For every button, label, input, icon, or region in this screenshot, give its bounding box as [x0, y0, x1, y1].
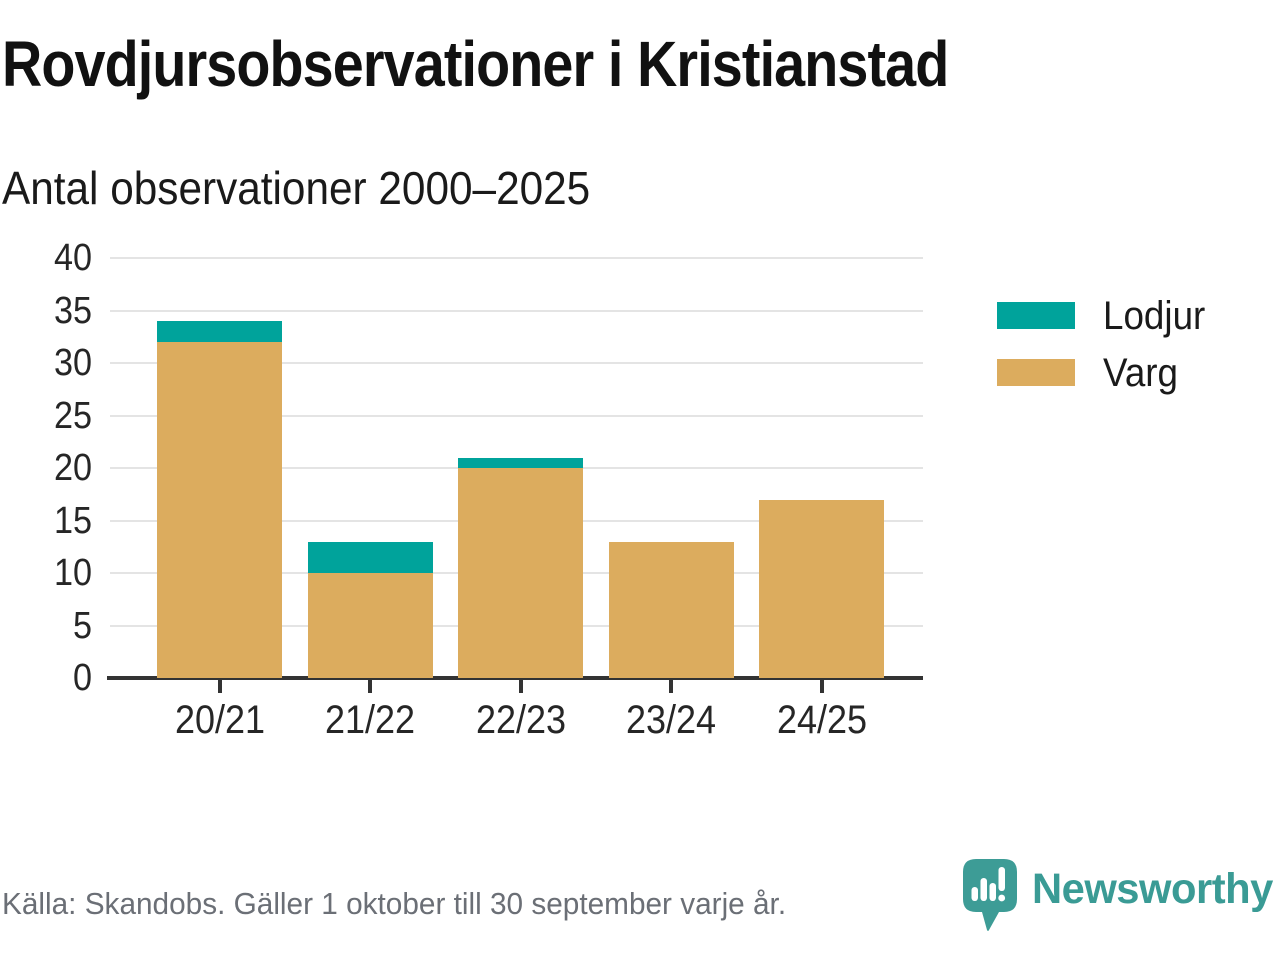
gridline — [110, 257, 923, 259]
y-axis-tick-label: 35 — [53, 289, 92, 332]
bar-segment-lodjur — [307, 541, 433, 573]
y-axis-tick-label: 30 — [53, 342, 92, 384]
y-axis-tick-label: 10 — [53, 552, 92, 594]
source-note: Källa: Skandobs. Gäller 1 oktober till 3… — [2, 886, 787, 921]
x-axis-tick — [669, 680, 673, 693]
newsworthy-icon — [963, 859, 1017, 931]
legend-label-lodjur: Lodjur — [1103, 293, 1206, 338]
gridline — [110, 309, 923, 312]
x-axis-tick — [819, 680, 824, 693]
x-axis-tick-label: 22/23 — [475, 698, 566, 742]
y-axis-tick-label: 15 — [53, 499, 92, 542]
newsworthy-logo: Newsworthy — [962, 858, 1280, 936]
legend-item-lodjur: Lodjur — [997, 296, 1214, 336]
y-axis-tick-label: 40 — [53, 237, 92, 279]
x-axis-tick-label: 21/22 — [324, 698, 416, 742]
bar-segment-varg — [307, 573, 433, 678]
bar-segment-varg — [157, 342, 282, 678]
y-axis-tick-label: 20 — [53, 447, 92, 489]
newsworthy-wordmark: Newsworthy — [1032, 865, 1273, 913]
legend-item-varg: Varg — [997, 353, 1214, 393]
legend-label-varg: Varg — [1103, 350, 1179, 395]
gridline — [110, 414, 923, 417]
x-axis-tick — [217, 680, 222, 693]
bar-segment-varg — [759, 499, 884, 678]
gridline — [110, 362, 923, 364]
x-axis-tick-label: 20/21 — [174, 698, 265, 742]
y-axis-tick-label: 25 — [53, 394, 92, 437]
bar-segment-varg — [458, 468, 583, 678]
legend-swatch-lodjur — [997, 302, 1075, 329]
y-axis-tick-label: 0 — [72, 657, 92, 699]
chart-subtitle: Antal observationer 2000–2025 — [2, 162, 591, 214]
x-axis-tick — [518, 680, 523, 693]
x-axis-tick-label: 23/24 — [625, 698, 717, 742]
x-axis-line — [107, 676, 923, 680]
x-axis-tick-label: 24/25 — [776, 698, 867, 742]
x-axis-tick — [368, 680, 372, 693]
plot-area: 0 5 10 15 20 25 30 35 40 20/21 21/22 22/23 23/24 24/2… — [54, 239, 923, 742]
legend-swatch-varg — [997, 359, 1075, 386]
legend: Lodjur Varg — [997, 296, 1214, 416]
y-axis-tick-label: 5 — [72, 604, 92, 647]
bar-segment-varg — [608, 541, 734, 678]
bar-segment-lodjur — [157, 321, 282, 342]
chart-title: Rovdjursobservationer i Kristianstad — [2, 28, 949, 100]
bar-segment-lodjur — [458, 457, 583, 468]
